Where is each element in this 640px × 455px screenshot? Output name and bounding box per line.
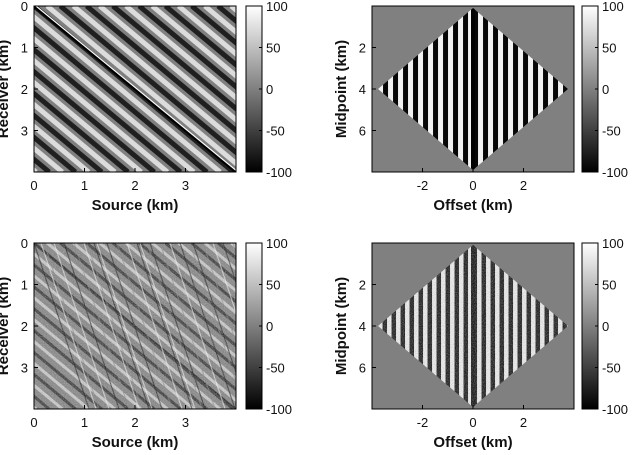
x-tick-label: 2 (131, 178, 138, 193)
y-tick-label: 3 (21, 361, 28, 376)
x-tick-label: -2 (417, 415, 429, 430)
colorbar-tick-label: 100 (266, 236, 288, 251)
x-tick-label: 3 (182, 178, 189, 193)
colorbar-tick-label: 100 (266, 0, 288, 14)
colorbar: 100 50 0 -50 -100 (581, 0, 628, 180)
x-tick-label: 3 (182, 415, 189, 430)
heatmap-image (372, 243, 574, 409)
colorbar-tick-label: -100 (602, 165, 628, 180)
y-tick-label: 2 (359, 278, 366, 293)
heatmap-image (34, 243, 236, 409)
y-tick-label: 6 (359, 124, 366, 139)
y-tick-label: 4 (359, 82, 366, 97)
colorbar-tick-label: 100 (602, 236, 624, 251)
colorbar: 100 50 0 -50 -100 (245, 0, 292, 180)
y-tick-label: 2 (21, 82, 28, 97)
y-axis-label: Midpoint (km) (333, 40, 350, 138)
x-tick-label: 2 (520, 415, 527, 430)
colorbar-tick-label: -50 (602, 361, 621, 376)
colorbar-tick-label: -50 (266, 361, 285, 376)
x-tick-label: 0 (469, 415, 476, 430)
y-tick-label: 6 (359, 361, 366, 376)
colorbar-tick-label: 0 (266, 82, 273, 97)
heatmap-image (34, 6, 236, 172)
y-tick-label: 0 (21, 0, 28, 14)
y-axis-label: Receiver (km) (0, 277, 12, 375)
y-tick-label: 1 (21, 41, 28, 56)
y-tick-label: 0 (21, 236, 28, 251)
colorbar-tick-label: 100 (602, 0, 624, 14)
panel-top-right: -2 0 2 2 4 6 Offset (km) Midpoint (km) 100 50 0 -50… (333, 0, 628, 214)
y-tick-label: 1 (21, 278, 28, 293)
x-tick-label: 0 (30, 415, 37, 430)
y-tick-label: 2 (359, 41, 366, 56)
x-axis-label: Source (km) (92, 197, 179, 214)
colorbar: 100 50 0 -50 -100 (245, 236, 292, 417)
colorbar-tick-label: -100 (266, 402, 292, 417)
colorbar-tick-label: -100 (266, 165, 292, 180)
x-axis-label: Source (km) (92, 434, 179, 451)
colorbar-tick-label: 50 (602, 278, 616, 293)
colorbar-tick-label: -100 (602, 402, 628, 417)
y-axis-label: Midpoint (km) (333, 277, 350, 375)
colorbar-tick-label: 0 (602, 319, 609, 334)
y-tick-label: 4 (359, 319, 366, 334)
y-axis-label: Receiver (km) (0, 40, 12, 138)
y-tick-label: 3 (21, 124, 28, 139)
colorbar-tick-label: 50 (266, 41, 280, 56)
colorbar-tick-label: 0 (266, 319, 273, 334)
heatmap-image (372, 6, 574, 172)
panel-bottom-right: -2 0 2 2 4 6 Offset (km) Midpoint (km) 100 50 0 -50… (333, 236, 628, 451)
diamond-region (378, 8, 568, 170)
x-tick-label: 0 (469, 178, 476, 193)
x-tick-label: 0 (30, 178, 37, 193)
x-axis-label: Offset (km) (433, 434, 512, 451)
colorbar-tick-label: 50 (266, 278, 280, 293)
colorbar-tick-label: -50 (602, 124, 621, 139)
x-tick-label: -2 (417, 178, 429, 193)
x-tick-label: 2 (131, 415, 138, 430)
x-axis-label: Offset (km) (433, 197, 512, 214)
x-tick-label: 1 (81, 178, 88, 193)
colorbar-tick-label: 50 (602, 41, 616, 56)
x-tick-label: 2 (520, 178, 527, 193)
x-tick-label: 1 (81, 415, 88, 430)
colorbar: 100 50 0 -50 -100 (581, 236, 628, 417)
colorbar-tick-label: 0 (602, 82, 609, 97)
y-tick-label: 2 (21, 319, 28, 334)
colorbar-tick-label: -50 (266, 124, 285, 139)
